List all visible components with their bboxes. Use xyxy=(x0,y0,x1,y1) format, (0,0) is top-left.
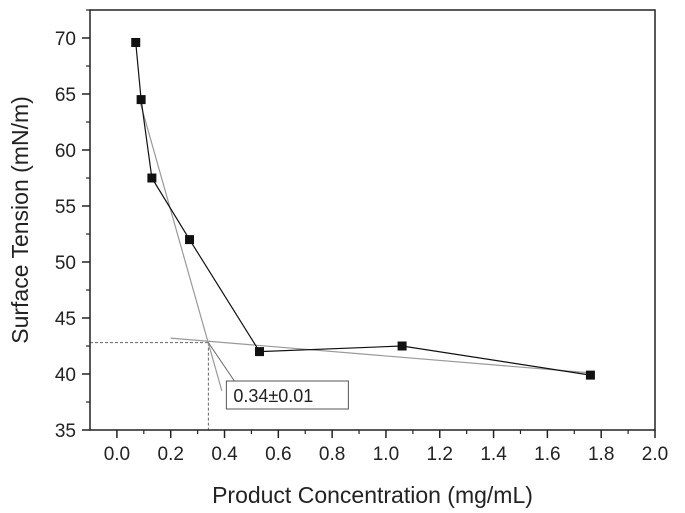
data-point xyxy=(136,95,146,105)
x-tick-label: 1.6 xyxy=(534,444,560,465)
x-tick-label: 0.2 xyxy=(158,444,184,465)
annotation-leader-line xyxy=(207,342,235,382)
data-point xyxy=(185,235,195,245)
fit-line xyxy=(137,96,223,391)
intersection-guides xyxy=(90,342,209,430)
x-axis-label: Product Concentration (mg/mL) xyxy=(212,482,533,508)
y-tick-label: 45 xyxy=(55,309,76,330)
x-tick-label: 0.8 xyxy=(319,444,345,465)
y-tick-label: 65 xyxy=(55,85,76,106)
x-tick-label: 0.4 xyxy=(211,444,238,465)
series-line xyxy=(135,42,591,376)
y-tick-label: 35 xyxy=(55,421,76,442)
x-tick-label: 1.2 xyxy=(427,444,453,465)
x-tick-label: 0.6 xyxy=(265,444,291,465)
x-tick-label: 0.0 xyxy=(104,444,130,465)
series-layer xyxy=(131,37,595,380)
y-tick-label: 50 xyxy=(55,253,76,274)
x-tick-label: 1.4 xyxy=(480,444,507,465)
data-point xyxy=(397,341,407,351)
annotation-text: 0.34±0.01 xyxy=(233,386,313,406)
y-axis-label: Surface Tension (mN/m) xyxy=(7,96,33,344)
data-point xyxy=(255,347,264,357)
fit-line xyxy=(170,337,591,374)
annotation-layer: 0.34±0.01 xyxy=(207,342,349,410)
annotation-box xyxy=(225,380,349,410)
x-tick-label: 1.8 xyxy=(588,444,614,465)
data-point xyxy=(147,173,157,183)
data-point xyxy=(585,370,595,380)
fit-lines xyxy=(137,96,591,391)
y-tick-label: 70 xyxy=(55,29,76,50)
y-tick-label: 55 xyxy=(55,197,76,218)
x-tick-label: 1.0 xyxy=(373,444,399,465)
y-tick-label: 60 xyxy=(55,141,76,162)
data-point xyxy=(131,37,141,47)
x-tick-label: 2.0 xyxy=(642,444,668,465)
y-tick-label: 40 xyxy=(55,365,76,386)
plot-frame xyxy=(89,9,656,431)
axis-ticks: 0.0 0.2 0.4 0.6 0.8 1.0 1.2 1.4 1.6 1.8 2.0 35 40 45 5… xyxy=(55,9,668,465)
